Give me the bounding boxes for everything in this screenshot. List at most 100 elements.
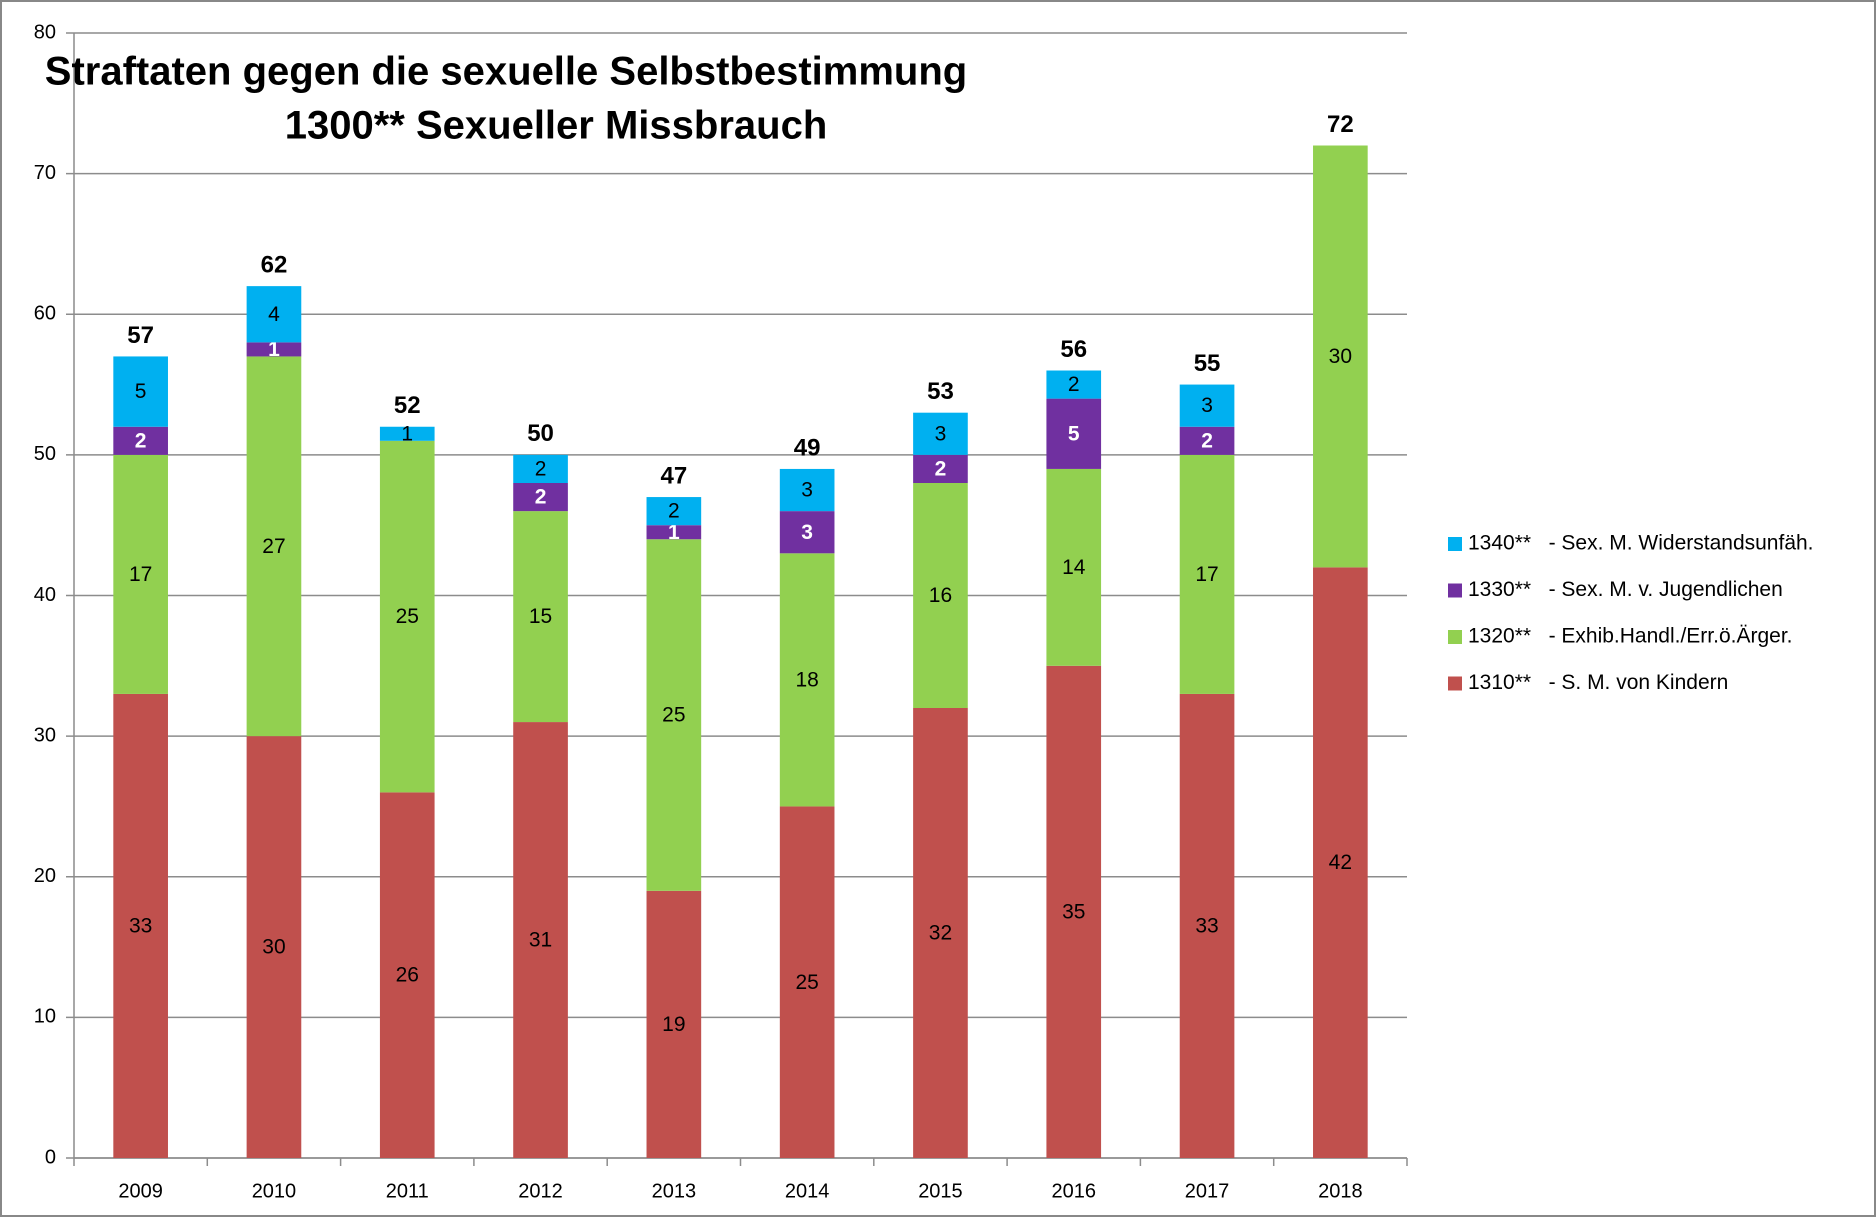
data-label: 25 — [662, 704, 685, 727]
data-label: 42 — [1329, 851, 1352, 874]
bar-segment — [1179, 384, 1235, 427]
bar-segment — [779, 553, 835, 807]
data-label: 18 — [795, 668, 818, 691]
total-label: 55 — [1194, 350, 1221, 377]
bar-segment — [513, 483, 568, 512]
data-label: 4 — [268, 303, 280, 326]
bar-segment — [913, 454, 968, 483]
bar-segment — [1046, 398, 1102, 469]
bar-segment — [513, 454, 568, 483]
legend-label: 1330** - Sex. M. v. Jugendlichen — [1468, 578, 1783, 601]
bar-segment — [646, 525, 702, 540]
total-label: 50 — [527, 420, 554, 447]
total-label: 57 — [127, 322, 154, 349]
data-label: 5 — [135, 380, 147, 403]
bar-segment — [646, 539, 702, 891]
data-label: 19 — [662, 1013, 685, 1036]
data-label: 3 — [1201, 394, 1213, 417]
data-label: 17 — [1195, 563, 1218, 586]
y-tick-label: 0 — [45, 1146, 56, 1168]
data-label: 31 — [529, 929, 552, 952]
bar-segment — [779, 468, 835, 512]
bar-segment — [779, 511, 835, 554]
legend-label: 1340** - Sex. M. Widerstandsunfäh. — [1468, 532, 1814, 555]
x-tick-label: 2010 — [252, 1180, 297, 1202]
data-label: 33 — [1195, 915, 1218, 938]
data-label: 1 — [668, 521, 680, 544]
bar-segment — [113, 454, 168, 694]
x-tick-label: 2016 — [1052, 1180, 1097, 1202]
chart-title: Straftaten gegen die sexuelle Selbstbest… — [45, 50, 967, 94]
bar-segment — [113, 356, 168, 427]
data-label: 15 — [529, 605, 552, 628]
total-label: 47 — [660, 462, 687, 489]
bar-segment — [513, 722, 568, 1158]
bar-segment — [1179, 426, 1235, 455]
data-label: 1 — [268, 338, 280, 361]
total-label: 56 — [1060, 336, 1087, 363]
bar-segment — [1313, 567, 1368, 1158]
data-label: 26 — [396, 964, 419, 987]
x-tick-label: 2014 — [785, 1180, 830, 1202]
bar-segment — [646, 890, 702, 1158]
x-tick-label: 2018 — [1318, 1180, 1363, 1202]
data-label: 27 — [262, 535, 285, 558]
bar-segment — [246, 356, 302, 737]
bar-segment — [1313, 145, 1368, 568]
x-tick-label: 2011 — [386, 1180, 429, 1202]
data-label: 1 — [401, 422, 413, 445]
total-label: 62 — [261, 251, 288, 278]
data-label: 33 — [129, 915, 152, 938]
total-label: 49 — [794, 434, 821, 461]
data-label: 32 — [929, 922, 952, 945]
bar-segment — [913, 483, 968, 708]
data-label: 2 — [135, 429, 147, 452]
total-label: 53 — [927, 378, 954, 405]
bar-segment — [779, 806, 835, 1158]
data-label: 16 — [929, 584, 952, 607]
data-label: 2 — [1201, 429, 1213, 452]
legend-swatch — [1448, 537, 1462, 551]
bar-segment — [379, 792, 435, 1158]
bar-segment — [379, 440, 435, 793]
data-label: 35 — [1062, 900, 1085, 923]
y-tick-label: 80 — [34, 21, 56, 43]
data-label: 2 — [935, 457, 947, 480]
bar-segment — [513, 511, 568, 723]
x-tick-label: 2012 — [518, 1180, 563, 1202]
bar-segment — [246, 736, 302, 1158]
data-label: 25 — [795, 971, 818, 994]
data-label: 2 — [668, 500, 680, 523]
bar-segment — [1046, 468, 1102, 666]
bar-segment — [646, 497, 702, 526]
data-label: 14 — [1062, 556, 1086, 579]
legend-swatch — [1448, 676, 1462, 691]
bar-segment — [113, 693, 168, 1158]
bar-segment — [113, 426, 168, 455]
y-tick-label: 60 — [34, 303, 56, 325]
bar-segment — [913, 412, 968, 455]
bar-segment — [1046, 370, 1102, 399]
bar-segment — [246, 342, 302, 357]
legend-label: 1310** - S. M. von Kindern — [1468, 671, 1728, 694]
chart-title: 1300** Sexueller Missbrauch — [285, 104, 828, 148]
data-label: 30 — [1329, 345, 1352, 368]
y-tick-label: 10 — [34, 1006, 56, 1028]
data-label: 3 — [801, 479, 813, 502]
y-tick-label: 70 — [34, 162, 56, 184]
data-label: 30 — [262, 936, 285, 959]
total-label: 52 — [394, 392, 421, 419]
legend-label: 1320** - Exhib.Handl./Err.ö.Ärger. — [1468, 625, 1793, 648]
total-label: 72 — [1327, 111, 1354, 138]
x-tick-label: 2015 — [918, 1180, 963, 1202]
bar-segment — [1046, 665, 1102, 1158]
bar-segment — [913, 708, 968, 1158]
data-label: 3 — [801, 521, 813, 544]
data-label: 3 — [935, 422, 947, 445]
x-tick-label: 2013 — [652, 1180, 697, 1202]
bar-segment — [1179, 693, 1235, 1158]
bar-segment — [379, 426, 435, 441]
data-label: 17 — [129, 563, 152, 586]
x-tick-label: 2017 — [1185, 1180, 1230, 1202]
data-label: 5 — [1068, 422, 1080, 445]
